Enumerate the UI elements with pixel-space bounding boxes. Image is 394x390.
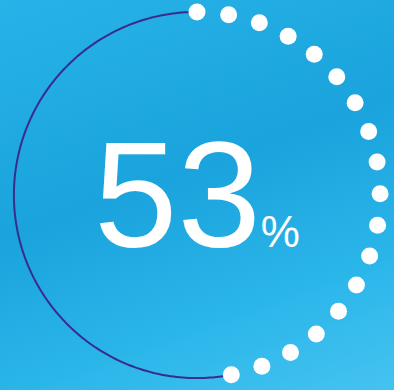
svg-text:53%: 53% (94, 111, 300, 279)
